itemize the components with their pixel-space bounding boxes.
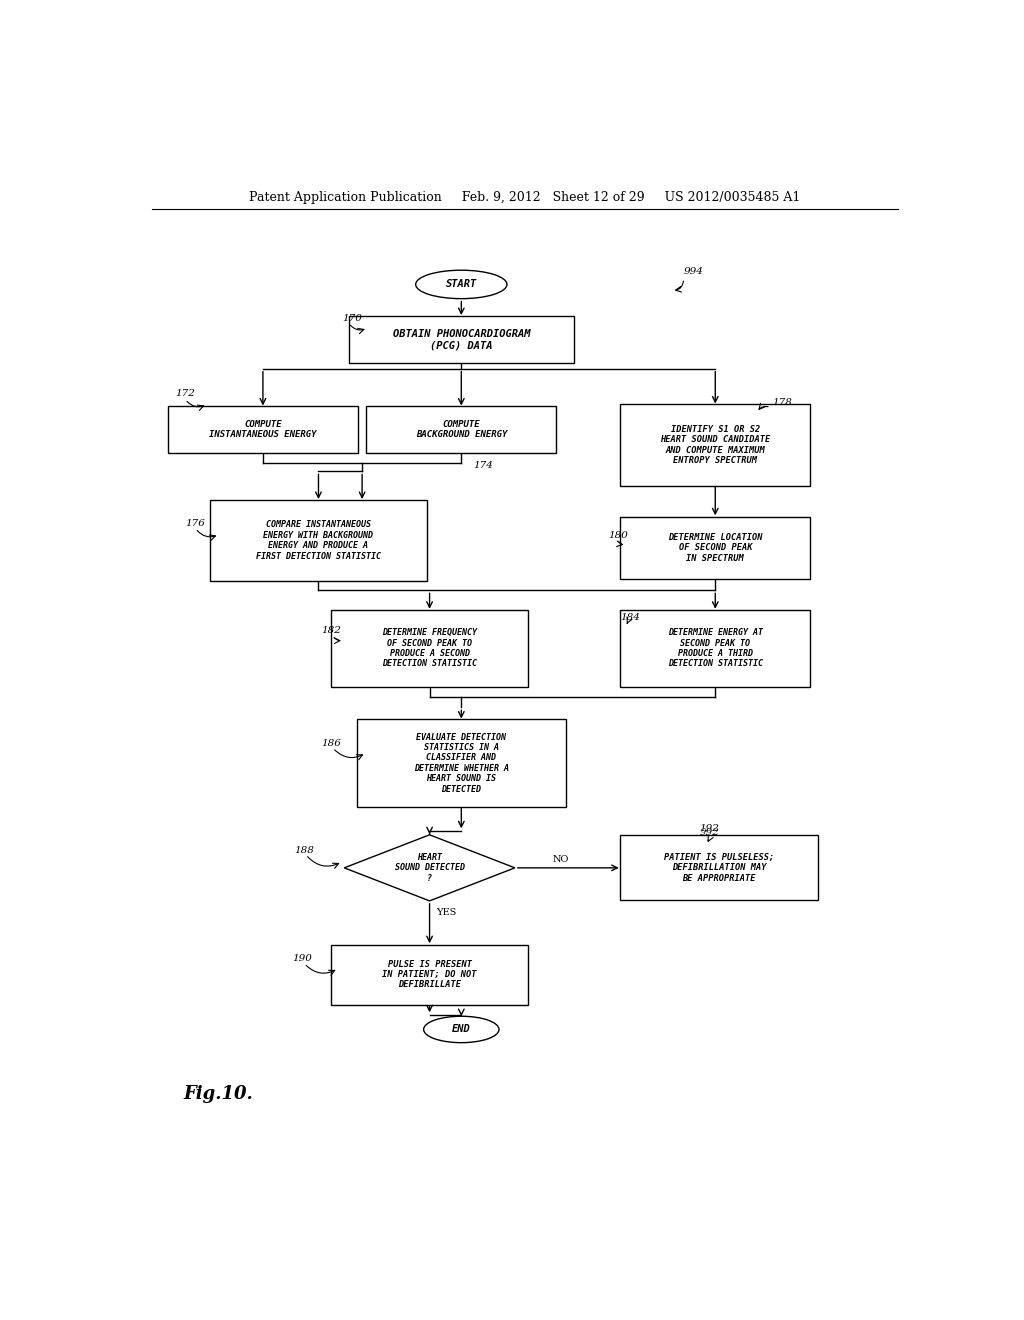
Text: EVALUATE DETECTION
STATISTICS IN A
CLASSIFIER AND
DETERMINE WHETHER A
HEART SOUN: EVALUATE DETECTION STATISTICS IN A CLASS…	[414, 733, 509, 793]
Text: PATIENT IS PULSELESS;
DEFIBRILLATION MAY
BE APPROPRIATE: PATIENT IS PULSELESS; DEFIBRILLATION MAY…	[665, 853, 774, 883]
Text: IDENTIFY S1 OR S2
HEART SOUND CANDIDATE
AND COMPUTE MAXIMUM
ENTROPY SPECTRUM: IDENTIFY S1 OR S2 HEART SOUND CANDIDATE …	[660, 425, 770, 465]
Text: 192: 192	[699, 824, 719, 833]
Text: 180: 180	[608, 531, 628, 540]
FancyBboxPatch shape	[367, 407, 556, 453]
Text: COMPARE INSTANTANEOUS
ENERGY WITH BACKGROUND
ENERGY AND PRODUCE A
FIRST DETECTIO: COMPARE INSTANTANEOUS ENERGY WITH BACKGR…	[256, 520, 381, 561]
Text: 172: 172	[176, 389, 196, 399]
FancyBboxPatch shape	[348, 315, 574, 363]
FancyBboxPatch shape	[621, 836, 818, 900]
Text: 190: 190	[292, 954, 312, 964]
FancyBboxPatch shape	[331, 610, 528, 686]
FancyBboxPatch shape	[356, 719, 566, 807]
Text: END: END	[452, 1024, 471, 1035]
Text: NO: NO	[552, 855, 568, 863]
FancyBboxPatch shape	[621, 404, 810, 486]
Text: Patent Application Publication     Feb. 9, 2012   Sheet 12 of 29     US 2012/003: Patent Application Publication Feb. 9, 2…	[249, 190, 801, 203]
FancyBboxPatch shape	[331, 945, 528, 1005]
Text: YES: YES	[436, 908, 457, 916]
Text: START: START	[445, 280, 477, 289]
FancyBboxPatch shape	[621, 610, 810, 686]
Text: 170: 170	[342, 314, 362, 323]
Polygon shape	[344, 834, 515, 900]
Text: 186: 186	[321, 739, 341, 748]
Text: 178: 178	[772, 399, 793, 408]
Text: 994: 994	[684, 267, 703, 276]
FancyBboxPatch shape	[621, 516, 810, 578]
Ellipse shape	[424, 1016, 499, 1043]
Text: PULSE IS PRESENT
IN PATIENT; DO NOT
DEFIBRILLATE: PULSE IS PRESENT IN PATIENT; DO NOT DEFI…	[382, 960, 477, 990]
Text: 192: 192	[697, 826, 718, 836]
Text: 188: 188	[295, 846, 314, 854]
FancyBboxPatch shape	[210, 500, 427, 581]
Text: 176: 176	[185, 519, 205, 528]
Text: DETERMINE FREQUENCY
OF SECOND PEAK TO
PRODUCE A SECOND
DETECTION STATISTIC: DETERMINE FREQUENCY OF SECOND PEAK TO PR…	[382, 628, 477, 668]
Ellipse shape	[416, 271, 507, 298]
Text: COMPUTE
INSTANTANEOUS ENERGY: COMPUTE INSTANTANEOUS ENERGY	[209, 420, 316, 440]
FancyBboxPatch shape	[168, 407, 357, 453]
Text: 992: 992	[699, 829, 719, 837]
Text: 182: 182	[321, 626, 341, 635]
Text: COMPUTE
BACKGROUND ENERGY: COMPUTE BACKGROUND ENERGY	[416, 420, 507, 440]
Text: DETERMINE LOCATION
OF SECOND PEAK
IN SPECTRUM: DETERMINE LOCATION OF SECOND PEAK IN SPE…	[668, 533, 763, 562]
Text: 174: 174	[473, 462, 494, 470]
Text: OBTAIN PHONOCARDIOGRAM
(PCG) DATA: OBTAIN PHONOCARDIOGRAM (PCG) DATA	[392, 329, 530, 350]
Text: Fig.10.: Fig.10.	[183, 1085, 253, 1102]
Text: DETERMINE ENERGY AT
SECOND PEAK TO
PRODUCE A THIRD
DETECTION STATISTIC: DETERMINE ENERGY AT SECOND PEAK TO PRODU…	[668, 628, 763, 668]
Text: HEART
SOUND DETECTED
?: HEART SOUND DETECTED ?	[394, 853, 465, 883]
Text: 184: 184	[620, 612, 640, 622]
